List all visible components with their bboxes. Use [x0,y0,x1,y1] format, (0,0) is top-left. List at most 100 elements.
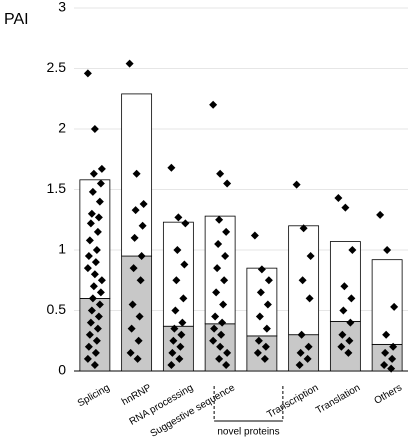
data-point [263,300,272,309]
data-point [211,312,220,321]
data-point [96,288,105,297]
data-point [129,264,138,273]
annotation: novel proteins [217,427,279,438]
data-point [90,360,99,369]
data-point [262,324,271,333]
data-point [303,354,312,363]
data-point [215,354,224,363]
bar-segment [246,267,278,337]
data-point [388,354,397,363]
data-point [85,236,94,245]
data-point [137,252,146,261]
y-tick-label: 2 [58,120,66,136]
data-point [382,330,391,339]
data-point [383,246,392,254]
data-point [168,348,177,357]
bar-segment [329,241,361,322]
data-point [90,270,99,279]
data-point [167,163,176,172]
data-point [89,169,98,178]
data-point [216,342,225,351]
data-point [296,348,305,357]
y-tick-label: 2.5 [47,59,67,75]
data-point [83,264,92,273]
y-tick-label: 1.5 [47,180,67,196]
y-tick-label: 1 [58,241,66,257]
data-point [94,213,103,222]
data-point [256,288,265,297]
y-axis-label: PAI [4,11,29,28]
data-point [88,294,97,303]
y-tick-label: 0.5 [47,301,67,317]
bar-segment [162,221,194,327]
data-point [389,342,398,351]
data-point [173,246,182,254]
data-point [88,187,97,196]
y-tick-label: 3 [58,0,66,15]
data-point [92,246,101,254]
data-point [221,252,230,261]
data-point [90,125,99,133]
data-point [344,348,353,357]
data-point [134,336,143,345]
data-point [181,219,190,228]
data-point [254,336,263,345]
data-point [135,312,144,321]
data-point [84,252,93,261]
data-point [347,294,356,303]
data-point [261,342,270,351]
data-point [257,265,266,274]
data-point [174,213,183,222]
bar-segment [329,320,361,372]
data-point [306,252,315,261]
data-point [169,336,178,345]
data-point [210,324,219,333]
data-point [87,209,96,218]
data-point [253,348,262,357]
data-point [297,330,306,339]
data-point [209,336,218,345]
data-point [91,348,100,357]
data-point [180,260,189,269]
data-point [86,318,95,327]
data-point [132,169,141,178]
data-point [138,221,147,230]
data-point [87,306,96,315]
data-point [131,206,140,215]
data-point [126,348,135,357]
data-point [127,324,136,333]
data-point [255,312,264,321]
data-point [380,360,389,369]
data-point [376,210,385,219]
data-point [346,318,355,327]
data-point [212,288,221,297]
data-point [175,354,184,363]
data-point [95,197,104,206]
data-point [337,342,346,351]
data-point [84,342,93,351]
data-point [305,294,314,303]
bar-segment [371,343,403,372]
data-point [292,180,301,189]
data-point [92,336,101,345]
data-point [170,324,179,333]
data-point [178,318,187,327]
data-point [217,330,226,339]
data-point [136,276,145,285]
bar-segment [371,259,403,345]
data-point [214,239,223,248]
data-point [97,276,106,285]
data-point [97,164,106,173]
bar-segment [121,255,153,372]
data-point [348,246,357,254]
x-tick-label: Translation [314,382,362,416]
data-point [215,215,224,224]
data-point [167,360,176,369]
data-point [91,258,100,267]
data-point [387,364,396,373]
data-point [339,306,348,315]
data-point [125,59,134,68]
data-point [223,348,232,357]
data-point [83,69,92,78]
data-point [299,224,308,233]
